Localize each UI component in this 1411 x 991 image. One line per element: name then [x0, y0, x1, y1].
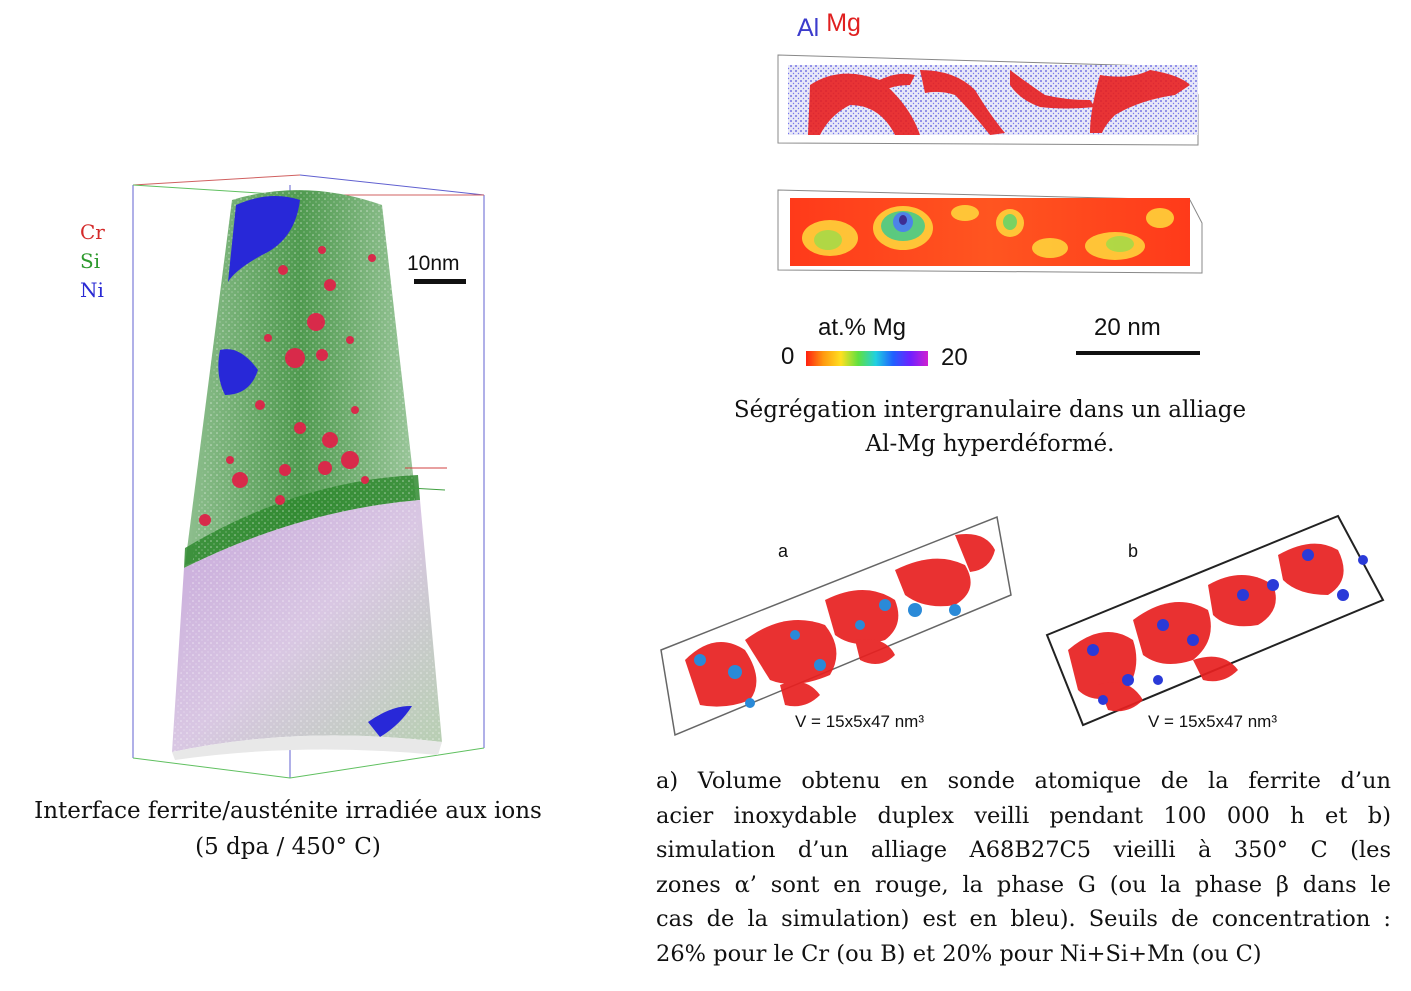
scale-label-top: 20 nm — [1094, 314, 1161, 341]
left-figure: 10nm Cr Si Ni Interface ferrite/austénit… — [0, 0, 600, 991]
top-caption-line2: Al-Mg hyperdéformé. — [865, 431, 1115, 457]
bottom-right-figure: a b — [0, 500, 1411, 991]
bottom-caption-line: cas de la simulation) est en bleu). Seui… — [656, 906, 1391, 933]
bottom-caption-line: acier inoxydable duplex veilli pendant 1… — [656, 802, 1391, 829]
ni-cluster — [228, 196, 300, 282]
legend-ni: Ni — [80, 278, 104, 302]
legend-al-mg: Al Mg — [797, 9, 861, 43]
atom-probe-tip-image — [132, 174, 485, 779]
colorbar-title: at.% Mg — [818, 314, 907, 341]
legend-label: Ni — [80, 278, 104, 302]
legend-label: Si — [80, 249, 101, 273]
left-caption-line1: Interface ferrite/austénite irradiée aux… — [34, 798, 542, 824]
panel-a-volume: V = 15x5x47 nm³ — [795, 712, 924, 731]
mg-concentration-map — [777, 189, 1203, 274]
cr-precipitates — [199, 246, 376, 526]
legend-label-al: Al — [797, 14, 820, 42]
al-mg-atom-map — [777, 54, 1199, 146]
colorbar-max: 20 — [941, 344, 968, 371]
colorbar — [806, 351, 928, 366]
panel-b-volume: V = 15x5x47 nm³ — [1148, 712, 1277, 731]
bottom-caption-line: 26% pour le Cr (ou B) et 20% pour Ni+Si+… — [656, 940, 1262, 967]
scale-label-left: 10nm — [407, 252, 460, 275]
simulation-panel-b — [1045, 514, 1385, 727]
scale-bar-left — [414, 279, 466, 284]
colorbar-min: 0 — [781, 343, 795, 370]
top-caption-line1: Ségrégation intergranulaire dans un alli… — [733, 397, 1247, 423]
panel-b-label: b — [1128, 541, 1139, 561]
ni-cluster — [368, 705, 412, 737]
bottom-caption-line: simulation d’un alliage A68B27C5 vieilli… — [656, 837, 1391, 864]
legend-label-mg: Mg — [826, 9, 861, 37]
top-right-figure: Al Mg — [0, 0, 1411, 470]
legend-cr: Cr — [80, 220, 105, 244]
legend-si: Si — [80, 249, 100, 273]
bottom-caption-line: zones α’ sont en rouge, la phase G (ou l… — [656, 871, 1391, 898]
panel-a-label: a — [778, 541, 789, 561]
legend-label: Cr — [80, 220, 105, 244]
ni-cluster — [218, 349, 258, 395]
scale-bar-top — [1076, 351, 1200, 355]
bottom-caption: a) Volume obtenu en sonde atomique de la… — [656, 764, 1391, 972]
bottom-caption-line: a) Volume obtenu en sonde atomique de la… — [656, 768, 1391, 794]
left-caption-line2: (5 dpa / 450° C) — [195, 834, 381, 860]
simulation-panel-a — [660, 515, 1012, 737]
